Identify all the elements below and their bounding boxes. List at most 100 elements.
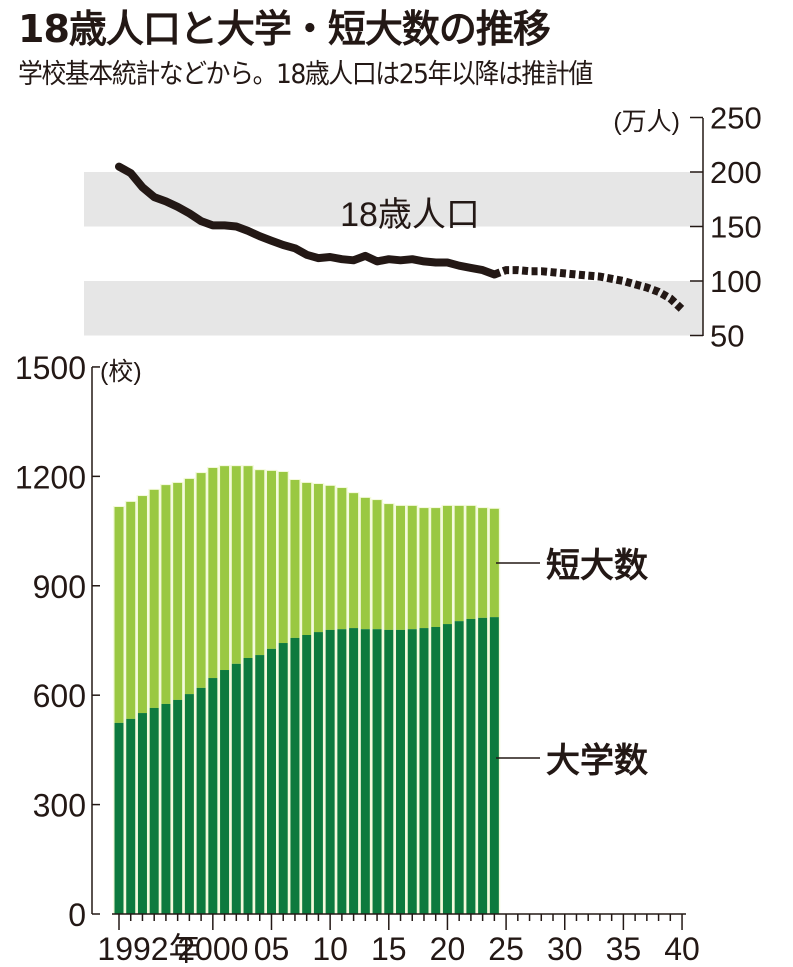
bar-junior-college	[478, 508, 488, 618]
bar-y-tick-label: 0	[68, 897, 86, 933]
bar-university	[126, 718, 136, 914]
chart-subtitle: 学校基本統計などから。18歳人口は25年以降は推計値	[18, 59, 593, 90]
bar-junior-college	[196, 473, 206, 688]
bar-university	[372, 629, 382, 914]
bar-university	[149, 707, 159, 914]
bar-x-tick-label: 20	[430, 931, 466, 967]
bar-junior-college	[466, 505, 476, 619]
bar-junior-college	[231, 466, 241, 664]
bar-junior-college	[313, 484, 323, 633]
bar-junior-college	[173, 482, 183, 700]
bar-junior-college	[149, 489, 159, 708]
bar-university	[196, 687, 206, 914]
bar-university	[290, 637, 300, 914]
shaded-band	[84, 172, 703, 227]
bar-x-tick-label: 30	[547, 931, 583, 967]
bar-unit-label: (校)	[100, 358, 142, 386]
line-y-ticks: 50 100 150 200 250	[690, 101, 762, 354]
shaded-band	[84, 281, 703, 336]
population-line-chart: 50 100 150 200 250 (万人) 18歳人口	[84, 101, 762, 354]
bar-y-tick-label: 1200	[15, 459, 86, 495]
bar-university	[255, 655, 265, 914]
bar-y-tick-label: 1500	[15, 350, 86, 386]
bar-university	[278, 643, 288, 914]
bar-junior-college	[255, 470, 265, 656]
bar-university	[243, 657, 253, 914]
bar-junior-college	[337, 488, 347, 630]
bar-university	[208, 678, 218, 914]
chart-title: 18歳人口と大学・短大数の推移	[18, 7, 551, 51]
bar-junior-college	[243, 466, 253, 658]
bars	[113, 465, 501, 914]
bar-university	[431, 626, 441, 914]
bar-y-tick-label: 900	[33, 569, 86, 605]
bar-junior-college	[161, 485, 171, 704]
bar-junior-college	[384, 504, 394, 630]
bar-junior-college	[290, 480, 300, 638]
bar-junior-college	[137, 496, 147, 714]
bar-university	[313, 632, 323, 914]
population-projected-line	[492, 266, 685, 313]
bar-university	[220, 670, 230, 914]
bar-university	[114, 722, 124, 914]
legend-junior-college: 短大数	[546, 547, 648, 585]
bar-university	[161, 703, 171, 914]
bar-university	[478, 617, 488, 914]
bar-university	[396, 629, 406, 914]
bar-university	[489, 617, 499, 914]
population-actual-line	[115, 162, 499, 279]
bar-university	[302, 635, 312, 914]
bar-university	[266, 648, 276, 914]
line-y-tick-label: 200	[710, 155, 762, 190]
bar-university	[337, 629, 347, 914]
bar-x-tick-label: 40	[664, 931, 700, 967]
bar-junior-college	[349, 493, 359, 629]
bar-junior-college	[431, 508, 441, 627]
line-y-tick-label: 250	[710, 101, 762, 136]
legend-university: 大学数	[546, 741, 648, 780]
bar-junior-college	[454, 505, 464, 622]
bar-x-tick-label: 10	[312, 931, 348, 967]
bar-x-tick-label: 25	[488, 931, 524, 967]
line-y-tick-label: 100	[710, 264, 762, 299]
bar-university	[442, 624, 452, 914]
bar-x-tick-label: 15	[371, 931, 407, 967]
bar-university	[419, 628, 429, 914]
bar-junior-college	[184, 478, 194, 695]
bar-junior-college	[372, 500, 382, 630]
bar-y-tick-label: 300	[33, 788, 86, 824]
bar-x-tick-label: 1992年	[97, 931, 200, 967]
bar-university	[137, 713, 147, 914]
bar-x-tick-label: 2000	[177, 931, 248, 967]
bar-junior-college	[360, 497, 370, 630]
bar-university	[466, 618, 476, 914]
line-y-tick-label: 150	[710, 210, 762, 245]
bar-junior-college	[489, 508, 499, 618]
bar-junior-college	[442, 505, 452, 625]
bar-junior-college	[266, 470, 276, 649]
line-y-tick-label: 50	[710, 319, 744, 354]
bar-university	[231, 663, 241, 914]
bar-university	[384, 629, 394, 914]
bar-junior-college	[278, 471, 288, 644]
bar-junior-college	[407, 505, 417, 630]
bar-university	[349, 628, 359, 914]
bar-y-ticks: 0 300 600 900 1200 1500	[15, 350, 100, 933]
bar-junior-college	[126, 501, 136, 719]
bar-junior-college	[220, 466, 230, 671]
bar-university	[360, 629, 370, 914]
bar-x-tick-label: 35	[606, 931, 642, 967]
bar-x-tick-label: 05	[254, 931, 290, 967]
bar-university	[173, 699, 183, 914]
bar-junior-college	[114, 506, 124, 723]
bar-junior-college	[208, 467, 218, 679]
bar-university	[407, 629, 417, 914]
bar-junior-college	[396, 505, 406, 630]
bar-university	[454, 621, 464, 914]
bar-university	[325, 629, 335, 914]
bar-junior-college	[419, 508, 429, 629]
shaded-bands	[84, 172, 703, 336]
